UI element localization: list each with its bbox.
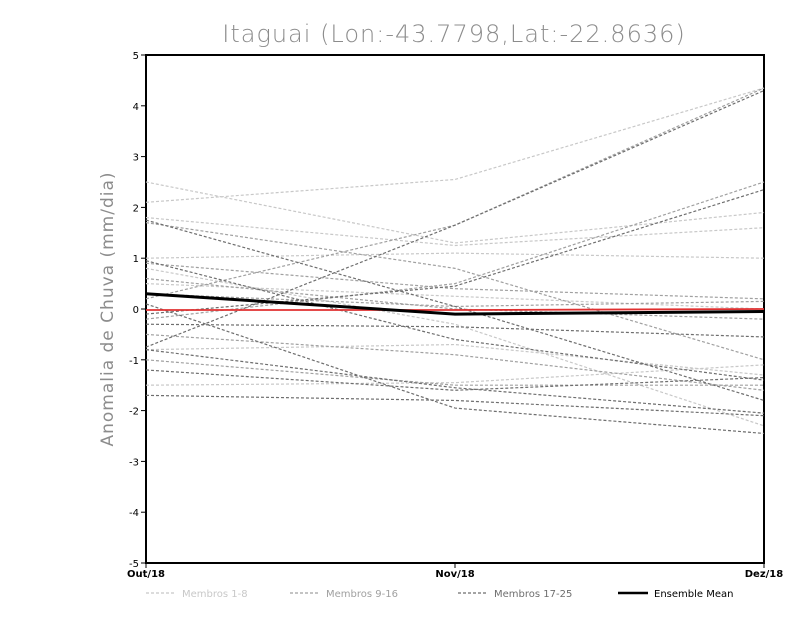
legend-label: Membros 17-25	[494, 589, 572, 600]
series-line-m12	[145, 277, 765, 320]
ensemble-mean-group	[145, 292, 765, 316]
series-line-m15	[145, 359, 764, 386]
series-line-m1	[145, 87, 765, 203]
y-tick-label: 1	[133, 254, 139, 265]
legend-label: Ensemble Mean	[654, 589, 733, 600]
series-line-m8	[145, 267, 765, 427]
x-tick-label: Dez/18	[745, 569, 784, 580]
series-line-m7	[145, 364, 765, 386]
y-tick-label: -4	[129, 508, 139, 519]
y-tick-label: -5	[129, 559, 139, 570]
y-tick-label: 3	[133, 153, 139, 164]
series-line-m24	[145, 303, 765, 435]
legend: Membros 1-8 Membros 9-16 Membros 17-25 Ense…	[146, 589, 733, 600]
x-axis-ticks: Out/18 Nov/18 Dez/18	[127, 563, 783, 580]
series-line-m5	[145, 283, 765, 310]
series-line-m6	[145, 343, 765, 376]
y-tick-label: -2	[129, 407, 139, 418]
y-axis-ticks: -5 -4 -3 -2 -1 0 1 2 3 4 5	[129, 51, 146, 570]
x-tick-label: Out/18	[127, 569, 165, 580]
series-line-m3	[145, 216, 765, 247]
series-line-m25	[145, 349, 765, 414]
series-line-m14	[145, 293, 765, 308]
y-tick-label: 5	[133, 51, 139, 62]
ensemble-mean-line	[145, 292, 765, 316]
series-line-m21	[145, 369, 765, 391]
series-line-m2	[145, 181, 765, 244]
legend-label: Membros 9-16	[326, 589, 398, 600]
series-line-m10	[145, 181, 765, 320]
series-line-m4	[145, 252, 765, 259]
member-series	[145, 87, 765, 435]
series-line-m9	[145, 87, 765, 300]
series-line-m17	[145, 90, 765, 348]
y-tick-label: 4	[133, 102, 139, 113]
series-line-m19	[145, 219, 765, 402]
y-tick-label: 2	[133, 203, 139, 214]
series-line-m18	[145, 189, 765, 315]
y-tick-label: -1	[129, 356, 139, 367]
x-tick-label: Nov/18	[435, 569, 474, 580]
series-line-m11	[145, 222, 765, 361]
y-tick-label: 0	[133, 305, 139, 316]
observed-line	[146, 308, 765, 311]
series-line-m16	[145, 262, 765, 300]
y-axis-label: Anomalia de Chuva (mm/dia)	[98, 171, 118, 446]
y-tick-label: -3	[129, 457, 139, 468]
series-line-m23	[145, 260, 765, 381]
chart-title: Itaguai (Lon:-43.7798,Lat:-22.8636)	[222, 20, 685, 48]
legend-label: Membros 1-8	[182, 589, 248, 600]
series-line-m13	[145, 333, 765, 391]
series-line-m22	[145, 394, 765, 417]
series-line-m20	[145, 323, 765, 338]
